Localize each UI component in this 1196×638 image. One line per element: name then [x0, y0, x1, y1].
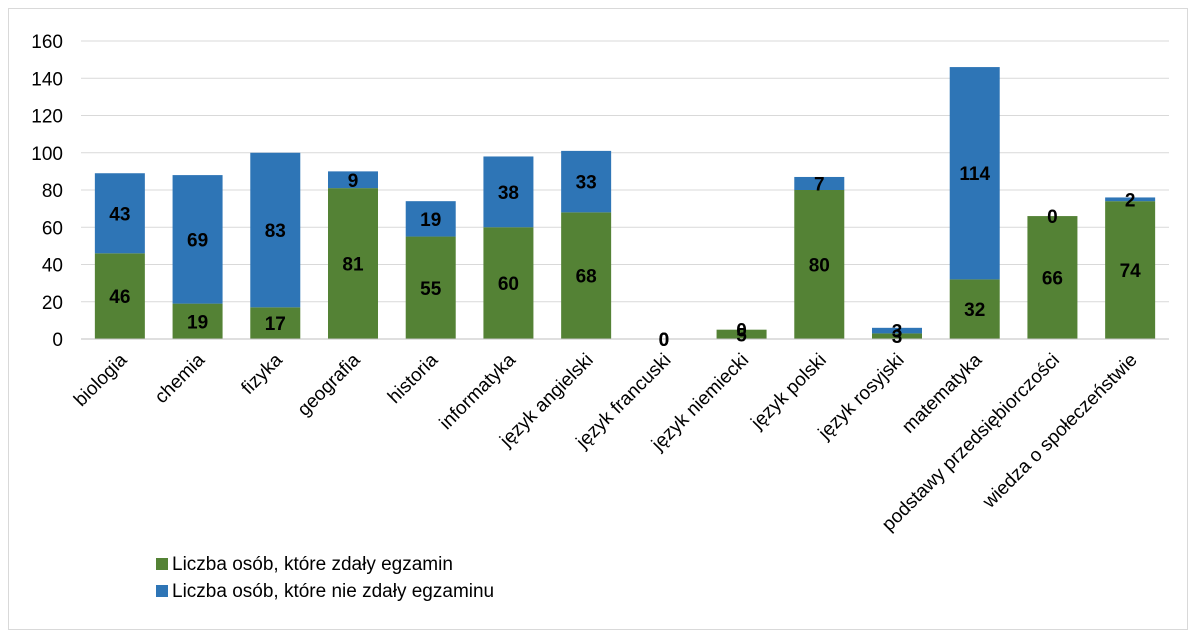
data-label-passed: 0	[659, 330, 670, 351]
y-tick-label: 40	[42, 256, 63, 277]
bar-passed	[872, 333, 922, 339]
legend-label-passed: Liczba osób, które zdały egzamin	[172, 554, 453, 575]
y-tick-label: 0	[52, 330, 63, 351]
bar-failed	[328, 171, 378, 189]
data-label-failed: 43	[109, 204, 130, 225]
data-label-passed: 68	[576, 267, 597, 288]
x-axis-category-labels: biologia chemia fizyka geografia historiainf…	[70, 349, 1141, 535]
data-label-failed: 33	[576, 173, 597, 194]
bar-passed	[405, 236, 456, 339]
bar-passed	[172, 303, 223, 339]
x-category-label: historia	[384, 349, 442, 407]
bar-passed	[794, 190, 845, 339]
bar-passed	[1027, 216, 1078, 339]
data-label-failed: 2	[1125, 190, 1136, 211]
gridlines	[81, 40, 1169, 303]
chart-frame: 0 20 40 60 80 100 120 140 160 46 43 19 69 17 83 81 9 55 1…	[8, 8, 1188, 630]
data-label-passed: 19	[187, 312, 208, 333]
bar-passed	[716, 329, 767, 339]
data-label-passed: 5	[736, 325, 747, 346]
data-label-failed: 0	[659, 330, 670, 351]
legend-swatch-passed	[156, 558, 168, 570]
data-label-failed: 0	[736, 321, 747, 342]
x-category-label: wiedza o społeczeństwie	[978, 350, 1141, 513]
legend-swatch-failed	[156, 585, 168, 597]
data-label-passed: 80	[809, 256, 830, 277]
bar-failed	[794, 176, 845, 190]
bar-failed	[483, 156, 534, 228]
bar-passed	[94, 253, 145, 339]
data-label-failed: 0	[1047, 207, 1058, 228]
data-label-passed: 66	[1042, 269, 1063, 290]
data-label-failed: 7	[814, 174, 825, 195]
bar-failed	[405, 201, 456, 237]
bar-passed	[561, 212, 612, 339]
data-label-failed: 19	[420, 210, 441, 231]
x-category-label: biologia	[70, 349, 131, 410]
bar-failed	[250, 152, 301, 308]
data-label-passed: 60	[498, 274, 519, 295]
data-label-passed: 17	[265, 314, 286, 335]
legend: Liczba osób, które zdały egzamin Liczba o…	[156, 554, 494, 602]
y-tick-label: 20	[42, 293, 63, 314]
data-label-passed: 81	[342, 255, 364, 276]
data-label-failed: 3	[892, 322, 903, 343]
y-axis-tick-labels: 0 20 40 60 80 100 120 140 160	[31, 32, 63, 351]
bar-failed	[94, 173, 145, 254]
y-tick-label: 160	[31, 32, 63, 53]
bar-passed	[949, 279, 1000, 339]
bar-passed	[250, 307, 301, 339]
data-label-passed: 32	[964, 300, 985, 321]
bars	[94, 67, 1156, 339]
x-category-label: język polski	[747, 350, 831, 434]
y-tick-label: 140	[31, 69, 63, 90]
bar-passed	[1105, 201, 1156, 339]
x-category-label: geografia	[294, 349, 365, 420]
x-category-label: informatyka	[436, 349, 521, 434]
y-tick-label: 100	[31, 144, 63, 165]
bar-failed	[1105, 197, 1156, 202]
data-label-passed: 55	[420, 279, 442, 300]
data-label-passed: 46	[109, 287, 130, 308]
bar-failed	[872, 327, 922, 334]
data-label-passed: 3	[892, 327, 903, 348]
bar-failed	[172, 175, 223, 304]
data-label-failed: 38	[498, 183, 519, 204]
data-label-failed: 9	[348, 171, 359, 192]
y-tick-label: 60	[42, 218, 63, 239]
x-category-label: fizyka	[238, 349, 287, 398]
bar-failed	[561, 150, 612, 213]
bar-passed	[483, 227, 534, 339]
x-category-label: chemia	[151, 349, 209, 407]
bar-passed	[328, 188, 378, 339]
legend-label-failed: Liczba osób, które nie zdały egzaminu	[172, 581, 494, 602]
data-label-failed: 69	[187, 230, 208, 251]
data-label-passed: 74	[1120, 261, 1142, 282]
y-tick-label: 80	[42, 181, 63, 202]
data-label-failed: 114	[959, 164, 990, 185]
bar-failed	[949, 67, 1000, 280]
data-label-failed: 83	[265, 221, 286, 242]
y-tick-label: 120	[31, 107, 63, 128]
